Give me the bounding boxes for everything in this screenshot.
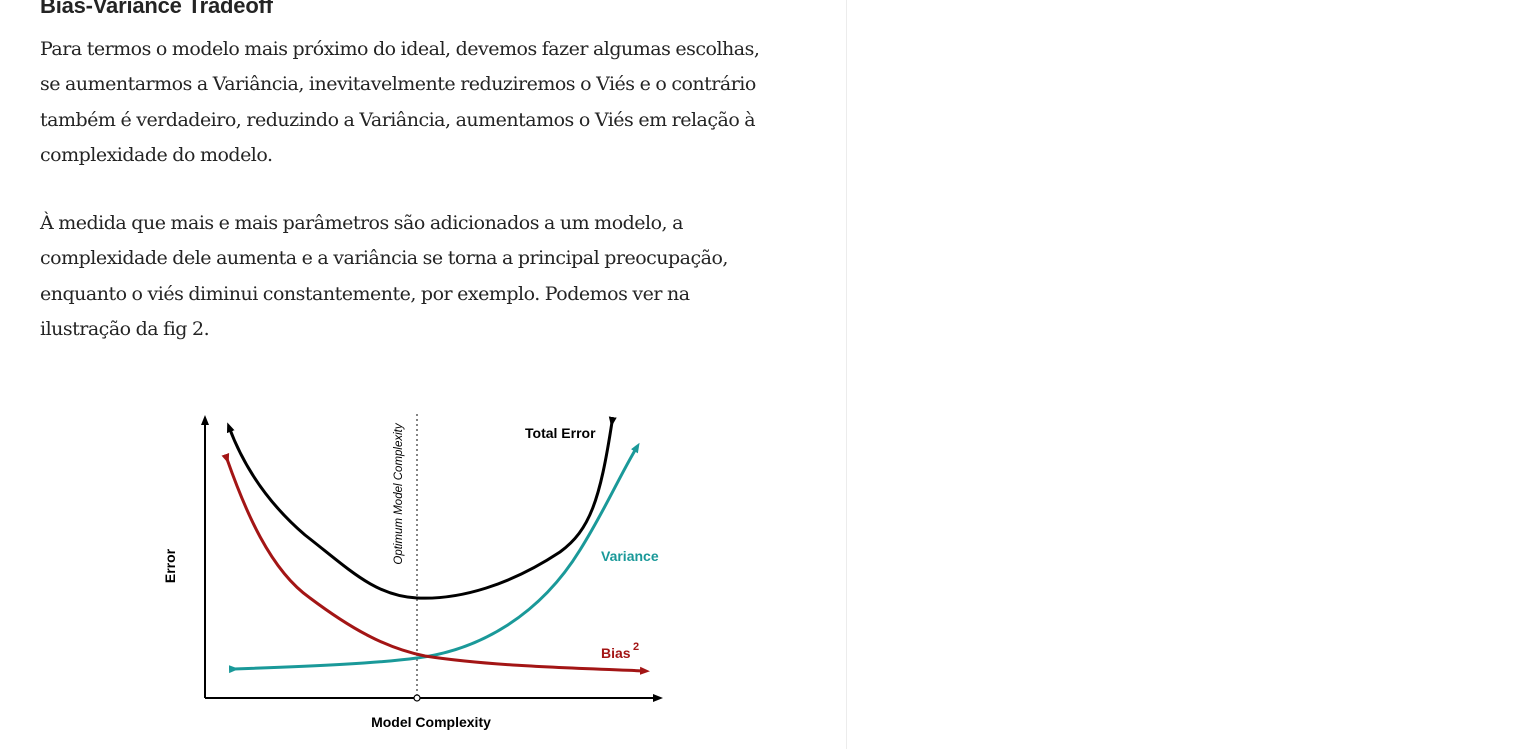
paragraph-tradeoff-explanation: Para termos o modelo mais próximo do ide… [40,32,800,173]
paragraph-line: ilustração da fig 2. [40,317,210,340]
paragraph-line: complexidade dele aumenta e a variância … [40,247,728,270]
variance-label: Variance [601,548,659,564]
bias-superscript: 2 [633,641,639,653]
x-axis-label: Model Complexity [371,714,491,730]
paragraph-line: À medida que mais e mais parâmetros são … [40,212,683,234]
bias-label: Bias [601,645,631,661]
total-error-label: Total Error [525,425,596,441]
paragraph-line: complexidade do modelo. [40,143,273,166]
content-divider [846,0,847,749]
paragraph-complexity-explanation: À medida que mais e mais parâmetros são … [40,206,800,347]
variance-curve [228,442,640,674]
optimum-complexity-label: Optimum Model Complexity [393,422,405,564]
y-axis-label: Error [162,548,178,583]
paragraph-line: Para termos o modelo mais próximo do ide… [40,38,760,60]
bias-squared-curve [221,452,650,675]
bias-variance-diagram: Total Error Variance Bias 2 Model Comple… [162,414,663,730]
paragraph-line: se aumentarmos a Variância, inevitavelme… [40,73,756,96]
optimum-marker [413,694,421,702]
section-heading: Bias-Variance Tradeoff [40,0,273,18]
bias-variance-figure: Total Error Variance Bias 2 Model Comple… [150,400,680,745]
total-error-curve [226,416,617,600]
paragraph-line: também é verdadeiro, reduzindo a Variânc… [40,108,756,131]
paragraph-line: enquanto o viés diminui constantemente, … [40,282,690,305]
